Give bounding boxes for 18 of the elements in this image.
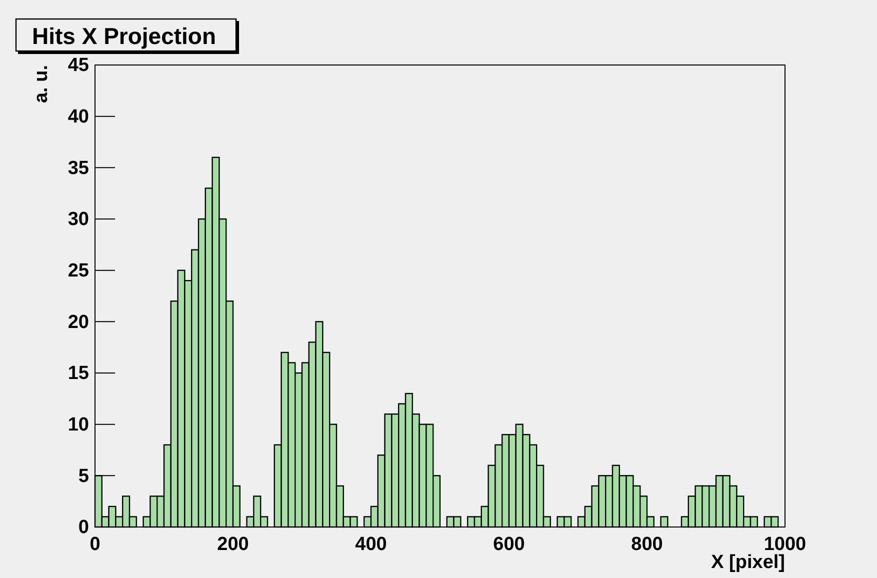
y-tick-label: 10	[68, 414, 89, 436]
y-tick-label: 25	[68, 260, 90, 282]
chart-title: Hits X Projection	[32, 23, 216, 49]
y-tick-label: 30	[68, 209, 89, 230]
y-tick-label: 20	[68, 312, 89, 333]
y-tick-label: 40	[68, 106, 89, 128]
x-tick-label: 200	[217, 534, 249, 555]
y-tick-label: 5	[78, 466, 90, 487]
y-tick-label: 35	[68, 158, 90, 179]
y-tick-label: 0	[78, 517, 89, 538]
x-tick-label: 400	[355, 534, 387, 555]
y-tick-label: 45	[68, 55, 90, 76]
y-axis-title: a. u.	[31, 65, 52, 104]
y-tick-label: 15	[68, 363, 90, 384]
x-axis-title: X [pixel]	[711, 552, 785, 573]
x-tick-label: 1000	[764, 534, 806, 555]
x-tick-label: 800	[631, 534, 663, 555]
x-tick-label: 600	[493, 534, 525, 555]
